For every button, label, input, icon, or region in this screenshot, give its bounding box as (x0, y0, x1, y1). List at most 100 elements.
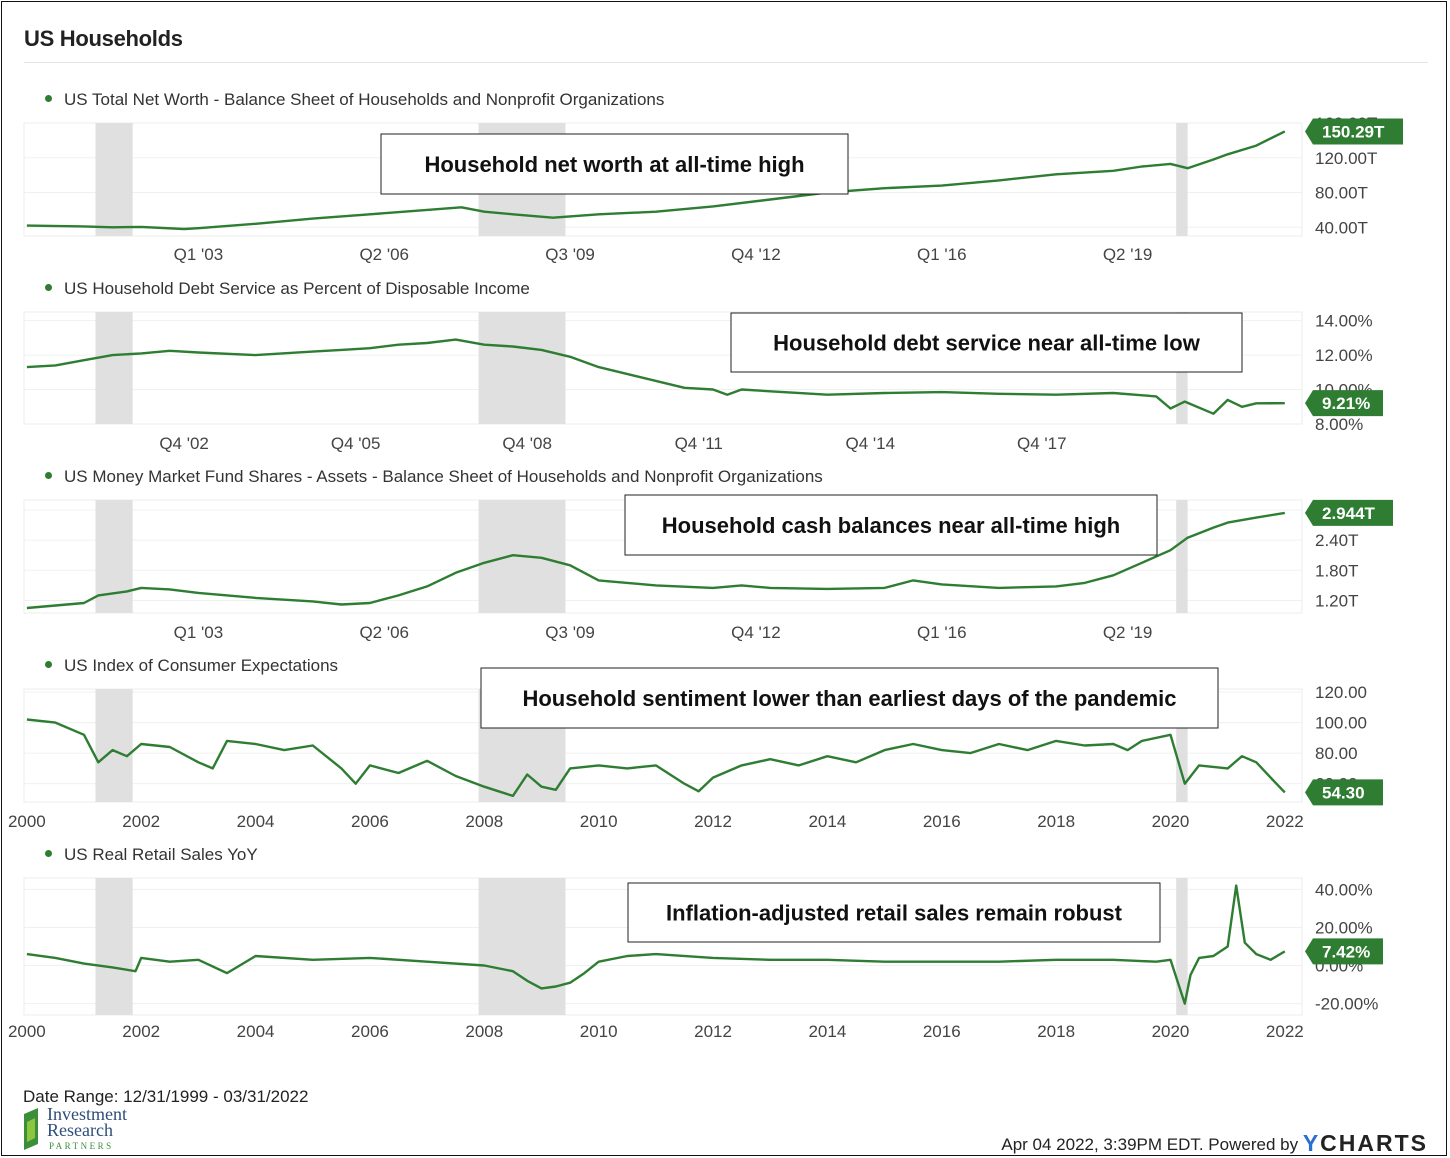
x-tick-label: 2014 (808, 812, 846, 831)
title-divider (24, 62, 1428, 63)
x-tick-label: Q1 '16 (917, 623, 967, 642)
legend-net-worth: US Total Net Worth - Balance Sheet of Ho… (45, 90, 664, 110)
x-tick-label: Q3 '09 (545, 245, 595, 264)
recession-band (1176, 689, 1188, 802)
timestamp-text: Apr 04 2022, 3:39PM EDT. Powered by (1001, 1135, 1303, 1154)
series-line (26, 718, 1286, 798)
x-tick-label: 2018 (1037, 1022, 1075, 1041)
ycharts-logo-y: Y (1302, 1130, 1321, 1156)
x-tick-label: 2000 (8, 1022, 46, 1041)
chart-panel-4: 40.00%20.00%0.00%-20.00%2000 2002 2004 2006… (8, 877, 1383, 1041)
annotation-text: Household debt service near all-time low (773, 331, 1201, 356)
x-tick-label: Q4 '08 (502, 434, 552, 453)
annotation-text: Inflation-adjusted retail sales remain r… (666, 901, 1123, 926)
last-value-badge (1305, 390, 1383, 417)
logo-text: Research (47, 1120, 113, 1140)
annotation-box (380, 133, 849, 195)
ycharts-logo: YCHARTS (1303, 1130, 1428, 1156)
y-tick-label: 2.40T (1315, 531, 1358, 550)
y-tick-label: 40.00% (1315, 880, 1373, 899)
annotation-box (627, 882, 1161, 943)
last-value-label: 150.29T (1322, 122, 1385, 141)
x-tick-label: 2016 (923, 812, 961, 831)
x-tick-label: 2004 (237, 1022, 275, 1041)
legend-retail-sales: US Real Retail Sales YoY (45, 845, 258, 865)
legend-marker-icon (45, 284, 52, 292)
recession-band (95, 689, 133, 802)
x-tick-label: 2010 (580, 812, 618, 831)
y-tick-label: 80.00 (1315, 744, 1358, 763)
x-tick-label: Q4 '11 (675, 434, 723, 453)
y-tick-label: 12.00% (1315, 346, 1373, 365)
series-line (26, 130, 1286, 231)
legend-marker-icon (45, 661, 52, 669)
last-value-badge (1305, 779, 1383, 806)
series-line (26, 511, 1285, 610)
y-tick-label: 14.00% (1315, 312, 1373, 331)
x-tick-label: Q4 '12 (731, 245, 781, 264)
y-tick-label: 120.00 (1315, 683, 1367, 702)
recession-band (95, 123, 133, 236)
recession-band (95, 312, 133, 424)
x-tick-label: Q4 '14 (846, 434, 896, 453)
y-tick-label: 8.00% (1315, 415, 1363, 434)
annotation-box (624, 494, 1158, 556)
x-tick-label: 2002 (122, 1022, 160, 1041)
x-tick-label: 2020 (1152, 1022, 1190, 1041)
series-line (26, 338, 1285, 415)
annotation-box (480, 667, 1219, 729)
x-tick-label: 2014 (808, 1022, 846, 1041)
y-tick-label: 20.00% (1315, 918, 1373, 937)
ycharts-logo-text: CHARTS (1320, 1130, 1428, 1156)
x-tick-label: Q4 '12 (731, 623, 781, 642)
last-value-badge (1305, 499, 1393, 526)
y-tick-label: 1.80T (1315, 561, 1358, 580)
x-tick-label: Q4 '02 (159, 434, 209, 453)
x-tick-label: 2008 (465, 812, 503, 831)
legend-label: US Money Market Fund Shares - Assets - B… (64, 467, 823, 486)
x-tick-label: Q1 '16 (917, 245, 967, 264)
x-tick-label: 2006 (351, 1022, 389, 1041)
annotation-text: Household net worth at all-time high (424, 152, 804, 177)
chart-panel-1: 14.00%12.00%10.00%8.00%Q4 '02 Q4 '05 Q4 '0… (23, 311, 1383, 453)
date-range: Date Range: 12/31/1999 - 03/31/2022 (23, 1087, 309, 1106)
legend-marker-icon (45, 95, 52, 103)
legend-label: US Total Net Worth - Balance Sheet of Ho… (64, 90, 665, 109)
last-value-badge (1305, 118, 1403, 145)
x-tick-label: 2022 (1266, 1022, 1304, 1041)
y-tick-label: -20.00% (1315, 995, 1378, 1014)
x-tick-label: 2004 (237, 812, 275, 831)
annotation-text: Household cash balances near all-time hi… (662, 513, 1120, 538)
recession-band (478, 312, 566, 424)
y-tick-label: 80.00T (1315, 184, 1368, 203)
y-tick-label: 40.00T (1315, 218, 1368, 237)
logo-text: Investment (47, 1104, 127, 1124)
x-tick-label: Q2 '19 (1103, 623, 1153, 642)
series-line (26, 884, 1286, 1005)
legend-label: US Index of Consumer Expectations (64, 656, 339, 675)
y-tick-label: 1.20T (1315, 591, 1358, 610)
x-tick-label: 2012 (694, 812, 732, 831)
logo-leaf-icon (24, 1108, 38, 1150)
legend-marker-icon (45, 850, 52, 858)
recession-band (95, 878, 133, 1015)
legend-money-market: US Money Market Fund Shares - Assets - B… (45, 467, 823, 487)
annotation-box (730, 312, 1243, 373)
last-value-label: 2.944T (1322, 504, 1376, 523)
x-tick-label: Q3 '09 (545, 623, 595, 642)
legend-marker-icon (45, 472, 52, 480)
legend-label: US Real Retail Sales YoY (64, 845, 258, 864)
investment-research-partners-logo: Investment Research PARTNERS (24, 1104, 224, 1154)
recession-band (478, 878, 566, 1015)
x-tick-label: 2008 (465, 1022, 503, 1041)
x-tick-label: Q2 '19 (1103, 245, 1153, 264)
last-value-label: 54.30 (1322, 783, 1365, 802)
x-tick-label: 2000 (8, 812, 46, 831)
timestamp: Apr 04 2022, 3:39PM EDT. Powered by YCHA… (1001, 1130, 1428, 1157)
x-tick-label: Q1 '03 (174, 623, 224, 642)
logo-text: PARTNERS (49, 1141, 114, 1151)
page-title: US Households (24, 26, 183, 51)
